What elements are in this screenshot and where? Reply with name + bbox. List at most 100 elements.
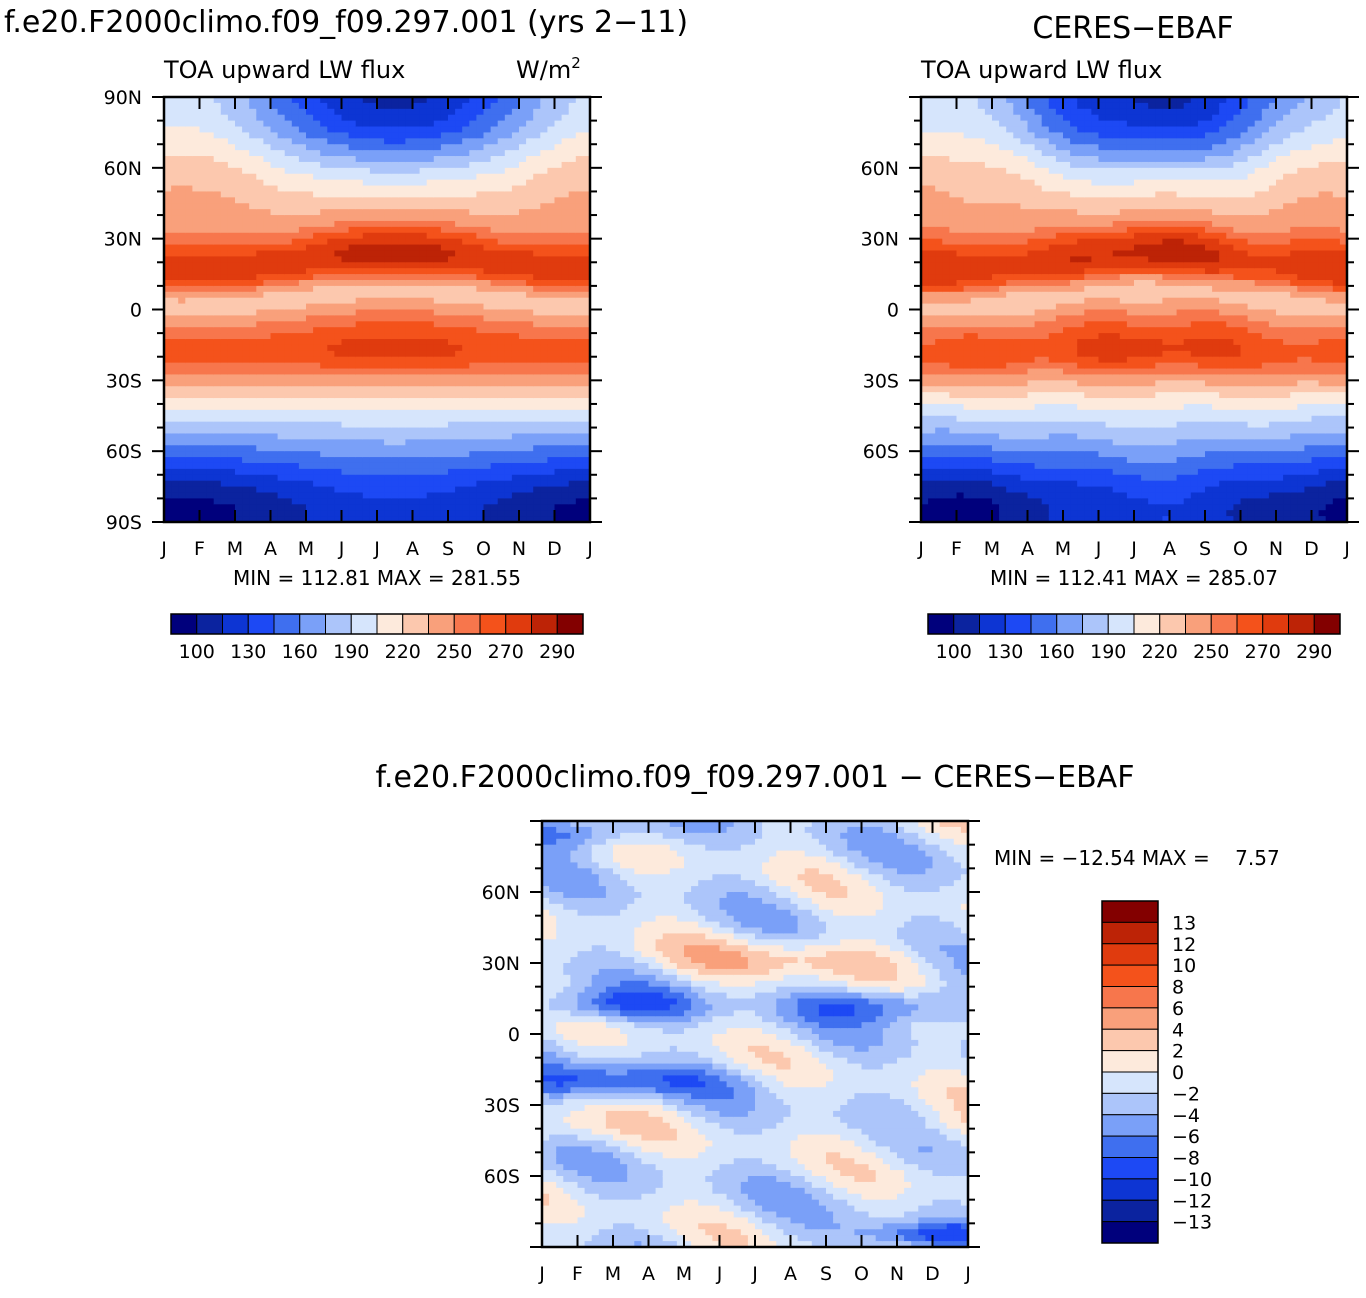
panel1-cell <box>214 386 222 393</box>
panel1-cell <box>434 369 442 376</box>
panel2-cell <box>971 186 979 193</box>
panel1-cell <box>413 380 421 387</box>
panel2-cell <box>971 298 979 305</box>
panel1-cell <box>235 357 243 364</box>
panel1-cell <box>569 256 577 263</box>
panel1-cell <box>540 433 548 440</box>
panel1-cell <box>178 369 186 376</box>
panel1-cell <box>455 492 463 499</box>
panel1-cell <box>391 262 399 269</box>
panel1-cell <box>334 357 342 364</box>
panel1-cell <box>370 498 378 505</box>
panel1-cell <box>313 245 321 252</box>
panel1-cell <box>434 144 442 151</box>
panel1-cell <box>533 428 541 435</box>
panel1-cell <box>476 168 484 175</box>
panel1-cell <box>555 262 563 269</box>
panel1-cell <box>263 469 271 476</box>
panel1-cell <box>427 321 435 328</box>
panel1-cell <box>391 475 399 482</box>
panel1-cell <box>349 386 357 393</box>
panel1-cell <box>533 186 541 193</box>
panel1-cell <box>512 492 520 499</box>
panel1-cell <box>533 292 541 299</box>
panel1-cell <box>207 392 215 399</box>
panel1-cell <box>533 191 541 198</box>
panel2-cell <box>935 469 943 476</box>
panel1-cell <box>228 239 236 246</box>
panel1-cell <box>398 445 406 452</box>
panel1-cell <box>562 239 570 246</box>
panel1-cell <box>363 310 371 317</box>
panel1-cell <box>498 398 506 405</box>
panel1-cell <box>249 245 257 252</box>
panel2-cell <box>942 439 950 446</box>
panel1-cell <box>313 451 321 458</box>
panel1-cell <box>519 315 527 322</box>
panel1-cell <box>221 386 229 393</box>
panel1-cell <box>405 262 413 269</box>
panel1-cell <box>413 298 421 305</box>
panel1-cell <box>185 180 193 187</box>
panel1-cell <box>242 233 250 240</box>
panel1-cell <box>476 150 484 157</box>
panel1-cell <box>334 457 342 464</box>
panel1-cell <box>292 380 300 387</box>
panel2-cell <box>964 457 972 464</box>
panel1-cell <box>207 239 215 246</box>
panel1-cell <box>192 274 200 281</box>
panel1-cell <box>405 221 413 228</box>
panel2-cell <box>928 186 936 193</box>
panel1-cell <box>576 386 584 393</box>
panel1-cell <box>512 191 520 198</box>
panel1-cell <box>370 422 378 429</box>
panel2-cell <box>942 351 950 358</box>
panel2-cell <box>971 487 979 494</box>
panel1-cell <box>192 327 200 334</box>
panel1-cell <box>434 274 442 281</box>
panel1-cell <box>547 304 555 311</box>
panel1-cell <box>441 203 449 210</box>
panel1-xtick-label: J <box>373 538 380 560</box>
panel1-cell <box>491 439 499 446</box>
panel1-cell <box>540 127 548 134</box>
panel1-cell <box>540 132 548 139</box>
panel2-cell <box>964 492 972 499</box>
panel1-cell <box>576 369 584 376</box>
panel1-cell <box>398 492 406 499</box>
panel1-cell <box>384 492 392 499</box>
panel1-cell <box>221 304 229 311</box>
panel2-cell <box>964 115 972 122</box>
panel1-cell <box>576 439 584 446</box>
panel1-cell <box>214 398 222 405</box>
panel1-cell <box>391 227 399 234</box>
panel1-cell <box>306 351 314 358</box>
panel1-cell <box>455 398 463 405</box>
panel1-cell <box>441 221 449 228</box>
panel1-cell <box>178 416 186 423</box>
panel1-cell <box>427 191 435 198</box>
panel1-cell <box>405 121 413 128</box>
panel1-cell <box>256 186 264 193</box>
panel1-cell <box>320 168 328 175</box>
panel1-cell <box>519 286 527 293</box>
panel1-cell <box>320 315 328 322</box>
panel1-cell <box>462 180 470 187</box>
panel1-cell <box>441 115 449 122</box>
panel1-cell <box>427 463 435 470</box>
panel1-cell <box>221 250 229 257</box>
panel1-cell <box>263 239 271 246</box>
panel1-cell <box>512 386 520 393</box>
panel1-cell <box>413 487 421 494</box>
panel1-cell <box>292 298 300 305</box>
panel2-cell <box>949 386 957 393</box>
panel1-cell <box>185 439 193 446</box>
panel1-cell <box>214 339 222 346</box>
panel1-cell <box>427 487 435 494</box>
panel1-cell <box>519 498 527 505</box>
panel1-cell <box>370 221 378 228</box>
panel1-cell <box>278 286 286 293</box>
panel1-cell <box>377 209 385 216</box>
panel1-cell <box>547 203 555 210</box>
panel1-cell <box>547 457 555 464</box>
